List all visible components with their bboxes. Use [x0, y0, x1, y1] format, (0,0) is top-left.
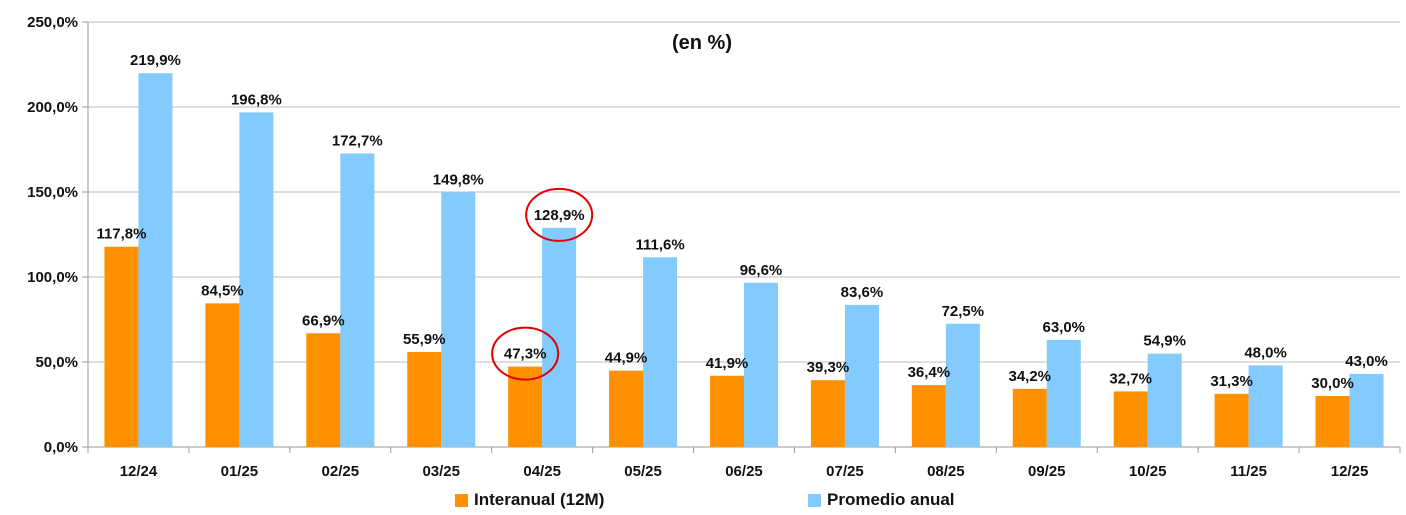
highlight-circle [525, 187, 594, 242]
y-tick-label: 50,0% [35, 354, 78, 371]
bar-interanual [609, 370, 644, 447]
data-label-interanual: 84,5% [201, 282, 244, 299]
data-label-interanual: 55,9% [403, 331, 446, 348]
bar-interanual [407, 351, 442, 447]
axes: 0,0% 50,0% 100,0% 150,0% 200,0% 250,0% 12/24 01… [27, 14, 1401, 480]
bar-interanual [710, 375, 744, 447]
x-tick-label: 05/25 [624, 463, 662, 480]
data-label-promedio: 72,5% [942, 303, 985, 320]
data-label-promedio: 48,0% [1244, 344, 1287, 361]
bar-promedio [1046, 339, 1081, 447]
legend-swatch-promedio [808, 493, 821, 507]
bar-promedio [844, 304, 879, 447]
data-label-interanual: 66,9% [302, 312, 345, 329]
chart-svg: 0,0% 50,0% 100,0% 150,0% 200,0% 250,0% 12/24 01… [27, 14, 1401, 480]
data-label-interanual: 47,3% [504, 346, 547, 363]
x-tick-label: 03/25 [422, 463, 460, 480]
bar-promedio [643, 257, 678, 447]
data-label-promedio: 63,0% [1042, 319, 1085, 336]
legend-swatch-interanual [455, 493, 468, 507]
bar-promedio [945, 323, 980, 447]
x-tick-label: 07/25 [826, 463, 864, 480]
data-label-promedio: 128,9% [534, 207, 585, 224]
data-label-promedio: 219,9% [130, 52, 181, 69]
data-label-promedio: 149,8% [433, 171, 484, 188]
x-tick-label: 06/25 [725, 463, 763, 480]
bar-interanual [1315, 396, 1350, 447]
legend-label-promedio: Promedio anual [827, 490, 955, 509]
bar-interanual [306, 333, 341, 447]
data-label-interanual: 44,9% [605, 350, 648, 367]
bar-promedio [542, 227, 577, 447]
data-label-promedio: 172,7% [332, 132, 383, 149]
legend-item-interanual: Interanual (12M) [455, 490, 604, 510]
bar-promedio [138, 73, 173, 448]
data-label-promedio: 111,6% [635, 236, 684, 253]
data-label-interanual: 34,2% [1008, 368, 1051, 385]
highlight-circles [491, 187, 594, 381]
y-tick-label: 250,0% [27, 14, 78, 31]
legend: Interanual (12M) Promedio anual [0, 490, 1406, 514]
bar-promedio [340, 153, 375, 447]
data-label-promedio: 96,6% [740, 262, 783, 279]
bar-interanual [911, 385, 946, 447]
data-labels: 117,8% 84,5% 66,9% 55,9% 47,3% 44,9% 41,9% 39,3… [96, 52, 1387, 392]
y-tick-label: 0,0% [44, 439, 78, 456]
legend-label-interanual: Interanual (12M) [474, 490, 605, 509]
x-tick-label: 11/25 [1230, 463, 1267, 480]
data-label-interanual: 30,0% [1311, 375, 1354, 392]
bars [104, 73, 1384, 448]
y-tick-label: 200,0% [27, 99, 78, 116]
data-label-interanual: 39,3% [807, 359, 850, 376]
bar-interanual [1012, 388, 1047, 447]
x-tick-label: 12/25 [1331, 463, 1369, 480]
bar-promedio [1147, 353, 1182, 447]
bar-promedio [441, 192, 476, 447]
data-label-promedio: 83,6% [841, 284, 884, 301]
bar-promedio [1248, 365, 1283, 447]
data-label-promedio: 196,8% [231, 91, 282, 108]
chart-title: (en %) [672, 32, 732, 54]
bar-promedio [744, 282, 778, 447]
x-tick-label: 12/24 [120, 463, 158, 480]
data-label-interanual: 36,4% [908, 364, 951, 381]
legend-item-promedio: Promedio anual [808, 490, 955, 510]
x-tick-label: 10/25 [1129, 463, 1167, 480]
y-tick-label: 100,0% [27, 269, 78, 286]
bar-promedio [239, 112, 274, 447]
data-label-interanual: 117,8% [96, 226, 146, 243]
bar-interanual [104, 246, 139, 447]
data-label-promedio: 54,9% [1143, 333, 1186, 350]
highlight-circle [491, 326, 560, 381]
data-label-interanual: 41,9% [706, 355, 749, 372]
x-tick-label: 01/25 [221, 463, 259, 480]
x-tick-label: 08/25 [927, 463, 965, 480]
bar-interanual [1214, 393, 1249, 447]
y-tick-label: 150,0% [27, 184, 78, 201]
data-label-interanual: 31,3% [1210, 373, 1253, 390]
x-tick-label: 09/25 [1028, 463, 1066, 480]
data-label-promedio: 43,0% [1345, 353, 1388, 370]
x-tick-label: 02/25 [322, 463, 360, 480]
bar-interanual [205, 303, 240, 447]
x-tick-label: 04/25 [523, 463, 561, 480]
bar-promedio [1349, 373, 1384, 447]
data-label-interanual: 32,7% [1109, 370, 1152, 387]
bar-interanual [1113, 391, 1148, 447]
bar-interanual [810, 380, 845, 447]
